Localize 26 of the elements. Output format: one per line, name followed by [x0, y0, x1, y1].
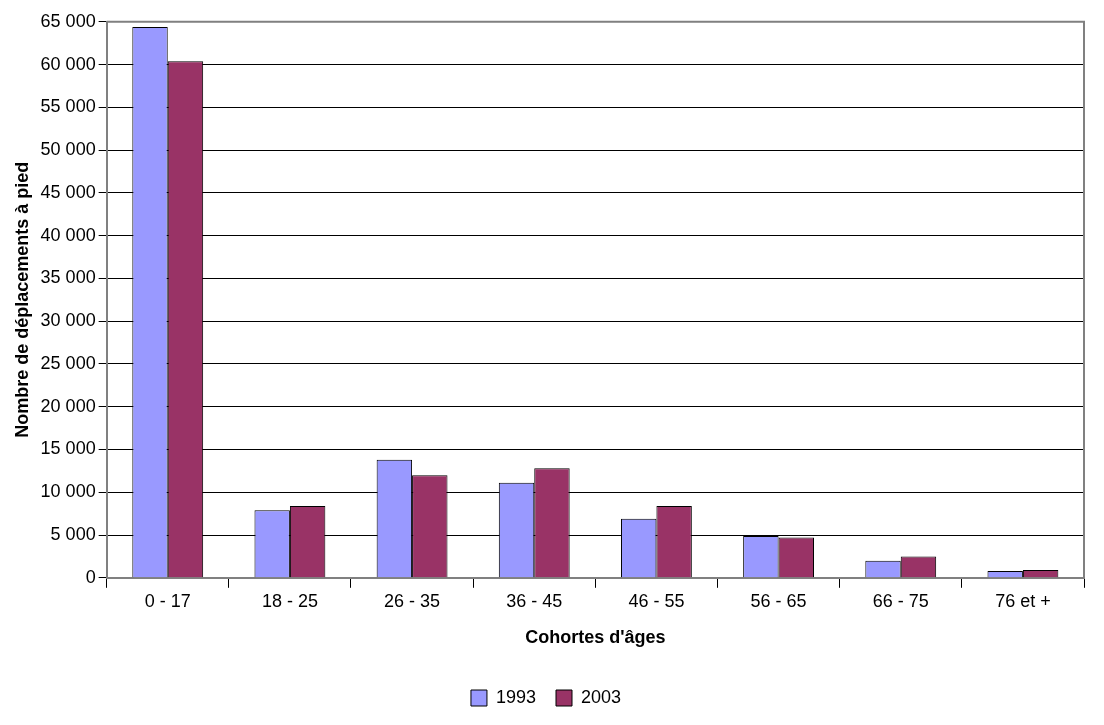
x-tick-label: 0 - 17: [144, 590, 191, 611]
x-tick-label: 76 et +: [995, 590, 1051, 611]
y-tick-label: 65 000: [40, 10, 96, 31]
x-tick-label: 46 - 55: [628, 590, 685, 611]
y-tick-label: 45 000: [40, 181, 96, 202]
y-tick-label: 5 000: [50, 524, 96, 544]
x-axis-title: Cohortes d'âges: [525, 627, 666, 648]
y-tick-label: 55 000: [40, 96, 96, 117]
y-tick-label: 60 000: [40, 53, 96, 74]
legend-label: 1993: [495, 686, 536, 707]
y-axis-title: Nombre de déplacements à pied: [11, 161, 32, 438]
y-tick-label: 30 000: [40, 310, 96, 331]
x-tick-label: 66 - 75: [872, 590, 929, 611]
y-tick-label: 20 000: [40, 395, 96, 416]
y-tick-label: 50 000: [40, 139, 96, 160]
x-tick-label: 26 - 35: [384, 590, 441, 611]
x-tick-label: 56 - 65: [750, 590, 807, 611]
y-tick-label: 10 000: [40, 481, 96, 502]
y-tick-label: 40 000: [40, 224, 96, 245]
x-tick-label: 18 - 25: [261, 590, 318, 611]
y-tick-label: 25 000: [40, 352, 96, 373]
legend-label: 2003: [581, 686, 622, 707]
x-tick-label: 36 - 45: [506, 590, 563, 611]
y-tick-label: 0: [85, 566, 96, 587]
y-tick-label: 35 000: [40, 267, 96, 288]
y-tick-label: 15 000: [40, 438, 96, 459]
